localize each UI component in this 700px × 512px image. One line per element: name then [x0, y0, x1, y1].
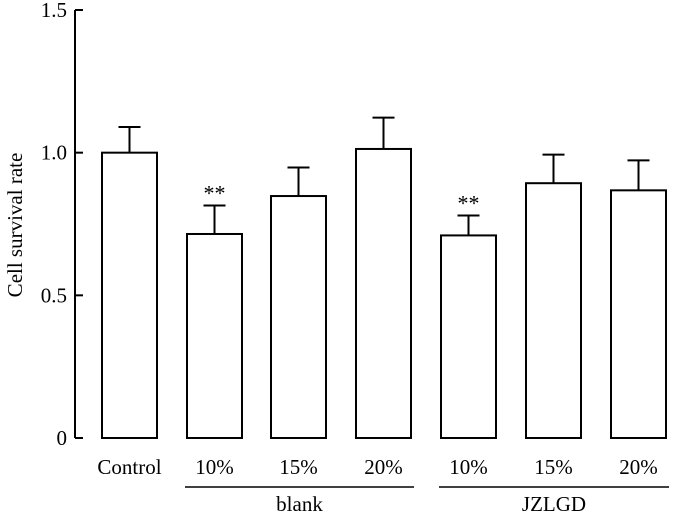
category-label: 10% — [449, 455, 488, 479]
axes — [74, 9, 669, 488]
y-tick-label: 1.5 — [41, 0, 67, 22]
category-label: 15% — [279, 455, 318, 479]
bar — [440, 234, 497, 439]
labels: 0 0.5 1.0 1.5 Control ** 10% 15% 20% ** 10% 15% 20% b… — [41, 0, 658, 512]
category-label: 10% — [195, 455, 234, 479]
group-label: blank — [276, 492, 323, 512]
category-label: 20% — [364, 455, 403, 479]
bar — [610, 189, 667, 439]
category-label: 20% — [619, 455, 658, 479]
bar — [186, 232, 243, 439]
y-tick-label: 0.5 — [41, 283, 67, 307]
category-label: Control — [97, 455, 161, 479]
bar — [355, 147, 412, 439]
category-label: 15% — [534, 455, 573, 479]
bar — [101, 151, 158, 440]
y-tick-label: 0 — [57, 426, 68, 450]
bar — [525, 182, 582, 439]
y-tick-label: 1.0 — [41, 141, 67, 165]
y-axis-label: Cell survival rate — [3, 153, 27, 298]
significance-marker: ** — [204, 180, 226, 205]
significance-marker: ** — [458, 190, 480, 215]
bars — [101, 116, 667, 440]
group-label: JZLGD — [522, 492, 586, 512]
bar — [270, 195, 327, 439]
